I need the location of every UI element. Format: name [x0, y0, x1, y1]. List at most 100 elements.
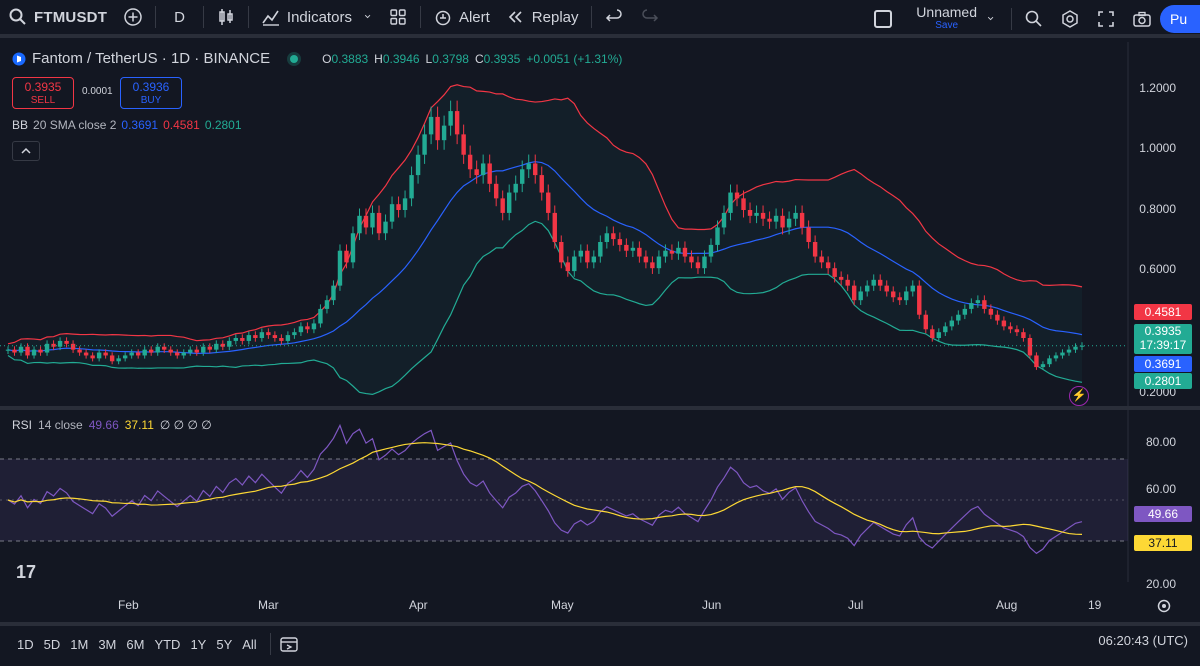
- tradingview-logo[interactable]: 17: [16, 562, 37, 582]
- rsi-legend[interactable]: RSI 14 close 49.66 37.11 ∅ ∅ ∅ ∅: [12, 418, 212, 432]
- gear-icon: [1062, 10, 1078, 28]
- layout-name-label: Unnamed: [916, 4, 977, 20]
- candle-body: [695, 262, 701, 269]
- axis-settings-icon[interactable]: [1156, 598, 1172, 614]
- candle-body: [832, 268, 837, 277]
- candle-body: [513, 183, 518, 193]
- candles-icon: [219, 9, 233, 25]
- plus-circle-icon: [124, 8, 142, 26]
- candle-body: [507, 192, 512, 213]
- close-key: C: [474, 51, 484, 66]
- candle-body: [747, 210, 753, 216]
- publish-button[interactable]: Pu: [1160, 5, 1200, 33]
- indicators-menu-button[interactable]: [360, 0, 380, 36]
- low-key: L: [425, 51, 433, 66]
- layout-checkbox-icon: [874, 10, 893, 28]
- candle-body: [461, 134, 466, 155]
- candle-body: [975, 300, 981, 304]
- chevron-down-icon: [987, 16, 994, 21]
- candle-body: [25, 346, 30, 356]
- bb-params: 20 SMA close 2: [33, 118, 117, 132]
- quick-search-button[interactable]: [1016, 0, 1052, 38]
- candle-body: [656, 256, 662, 269]
- fullscreen-icon: [1098, 11, 1114, 27]
- candle-body: [773, 215, 779, 222]
- indicators-icon: [262, 10, 279, 26]
- bb-legend[interactable]: BB 20 SMA close 2 0.3691 0.4581 0.2801: [12, 118, 242, 132]
- range-1y[interactable]: 1Y: [190, 636, 207, 652]
- symbol-title: Fantom / TetherUS · 1D · BINANCE: [32, 50, 271, 67]
- candle-body: [624, 244, 629, 251]
- alarm-clock-icon: [435, 10, 451, 26]
- candle-body: [838, 276, 844, 280]
- toolbar-divider: [1011, 8, 1012, 30]
- candle-body: [220, 343, 225, 347]
- indicators-button[interactable]: Indicators: [253, 0, 360, 36]
- toolbar-divider: [419, 6, 421, 28]
- range-1d[interactable]: 1D: [17, 636, 34, 652]
- interval-button[interactable]: D: [160, 0, 199, 36]
- candle-body: [904, 291, 909, 301]
- range-5y[interactable]: 5Y: [216, 636, 233, 652]
- range-6m[interactable]: 6M: [126, 636, 145, 652]
- candle-body: [825, 262, 831, 269]
- top-toolbar: FTMUSDT D Indicators Alert Replay: [0, 0, 1200, 38]
- toolbar-divider: [155, 6, 157, 28]
- candle-body: [298, 326, 304, 333]
- bb-basis-value: 0.3691: [121, 118, 159, 132]
- candle-body: [383, 221, 388, 234]
- candle-body: [467, 154, 473, 170]
- fullscreen-button[interactable]: [1088, 0, 1124, 38]
- candle-body: [806, 227, 811, 242]
- high-value: 0.3946: [382, 51, 420, 66]
- replay-button[interactable]: Replay: [498, 0, 587, 36]
- undo-button[interactable]: [596, 0, 632, 36]
- settings-button[interactable]: [1052, 0, 1088, 38]
- price-chart[interactable]: [0, 42, 1200, 622]
- sell-button[interactable]: 0.3935 SELL: [12, 77, 74, 109]
- candle-body: [1027, 338, 1033, 356]
- search-icon: [1025, 10, 1042, 27]
- symbol-search[interactable]: FTMUSDT: [0, 0, 115, 36]
- time-axis-label: May: [551, 598, 574, 612]
- bb-lower-tag: 0.2801: [1134, 373, 1192, 389]
- candle-body: [1060, 352, 1065, 356]
- candle-body: [363, 215, 369, 228]
- rsi-tag: 49.66: [1134, 506, 1192, 522]
- range-ytd[interactable]: YTD: [154, 636, 181, 652]
- redo-button[interactable]: [632, 0, 668, 36]
- candle-body: [741, 198, 746, 210]
- candle-body: [181, 352, 186, 356]
- candle-body: [637, 247, 642, 257]
- range-1m[interactable]: 1M: [70, 636, 89, 652]
- layout-selector[interactable]: Unnamed Save: [866, 4, 1007, 32]
- utc-clock[interactable]: 06:20:43 (UTC): [1098, 633, 1188, 648]
- templates-button[interactable]: [380, 0, 416, 36]
- rsi-ma-value: 37.11: [124, 418, 154, 432]
- range-all[interactable]: All: [242, 636, 257, 652]
- range-5d[interactable]: 5D: [43, 636, 61, 652]
- search-icon: [9, 8, 26, 25]
- alert-button[interactable]: Alert: [425, 0, 498, 36]
- candle-body: [1021, 332, 1026, 338]
- candle-body: [318, 308, 323, 324]
- layout-name: Unnamed Save: [916, 4, 977, 32]
- lightning-icon[interactable]: ⚡: [1069, 386, 1089, 406]
- candle-body: [559, 242, 564, 263]
- collapse-legend-button[interactable]: [12, 141, 40, 161]
- goto-date-icon[interactable]: [279, 634, 301, 654]
- bb-fill: [8, 84, 1082, 395]
- chart-type-button[interactable]: [208, 0, 244, 36]
- candle-body: [572, 256, 577, 272]
- candle-body: [116, 358, 121, 362]
- snapshot-button[interactable]: [1124, 0, 1160, 38]
- range-3m[interactable]: 3M: [98, 636, 117, 652]
- candle-body: [708, 244, 714, 257]
- candle-body: [734, 192, 740, 199]
- bb-lower-value: 0.2801: [204, 118, 242, 132]
- candle-body: [969, 303, 974, 309]
- candle-body: [428, 116, 434, 135]
- compare-button[interactable]: [115, 0, 151, 36]
- buy-button[interactable]: 0.3936 BUY: [120, 77, 182, 109]
- candle-body: [129, 352, 134, 356]
